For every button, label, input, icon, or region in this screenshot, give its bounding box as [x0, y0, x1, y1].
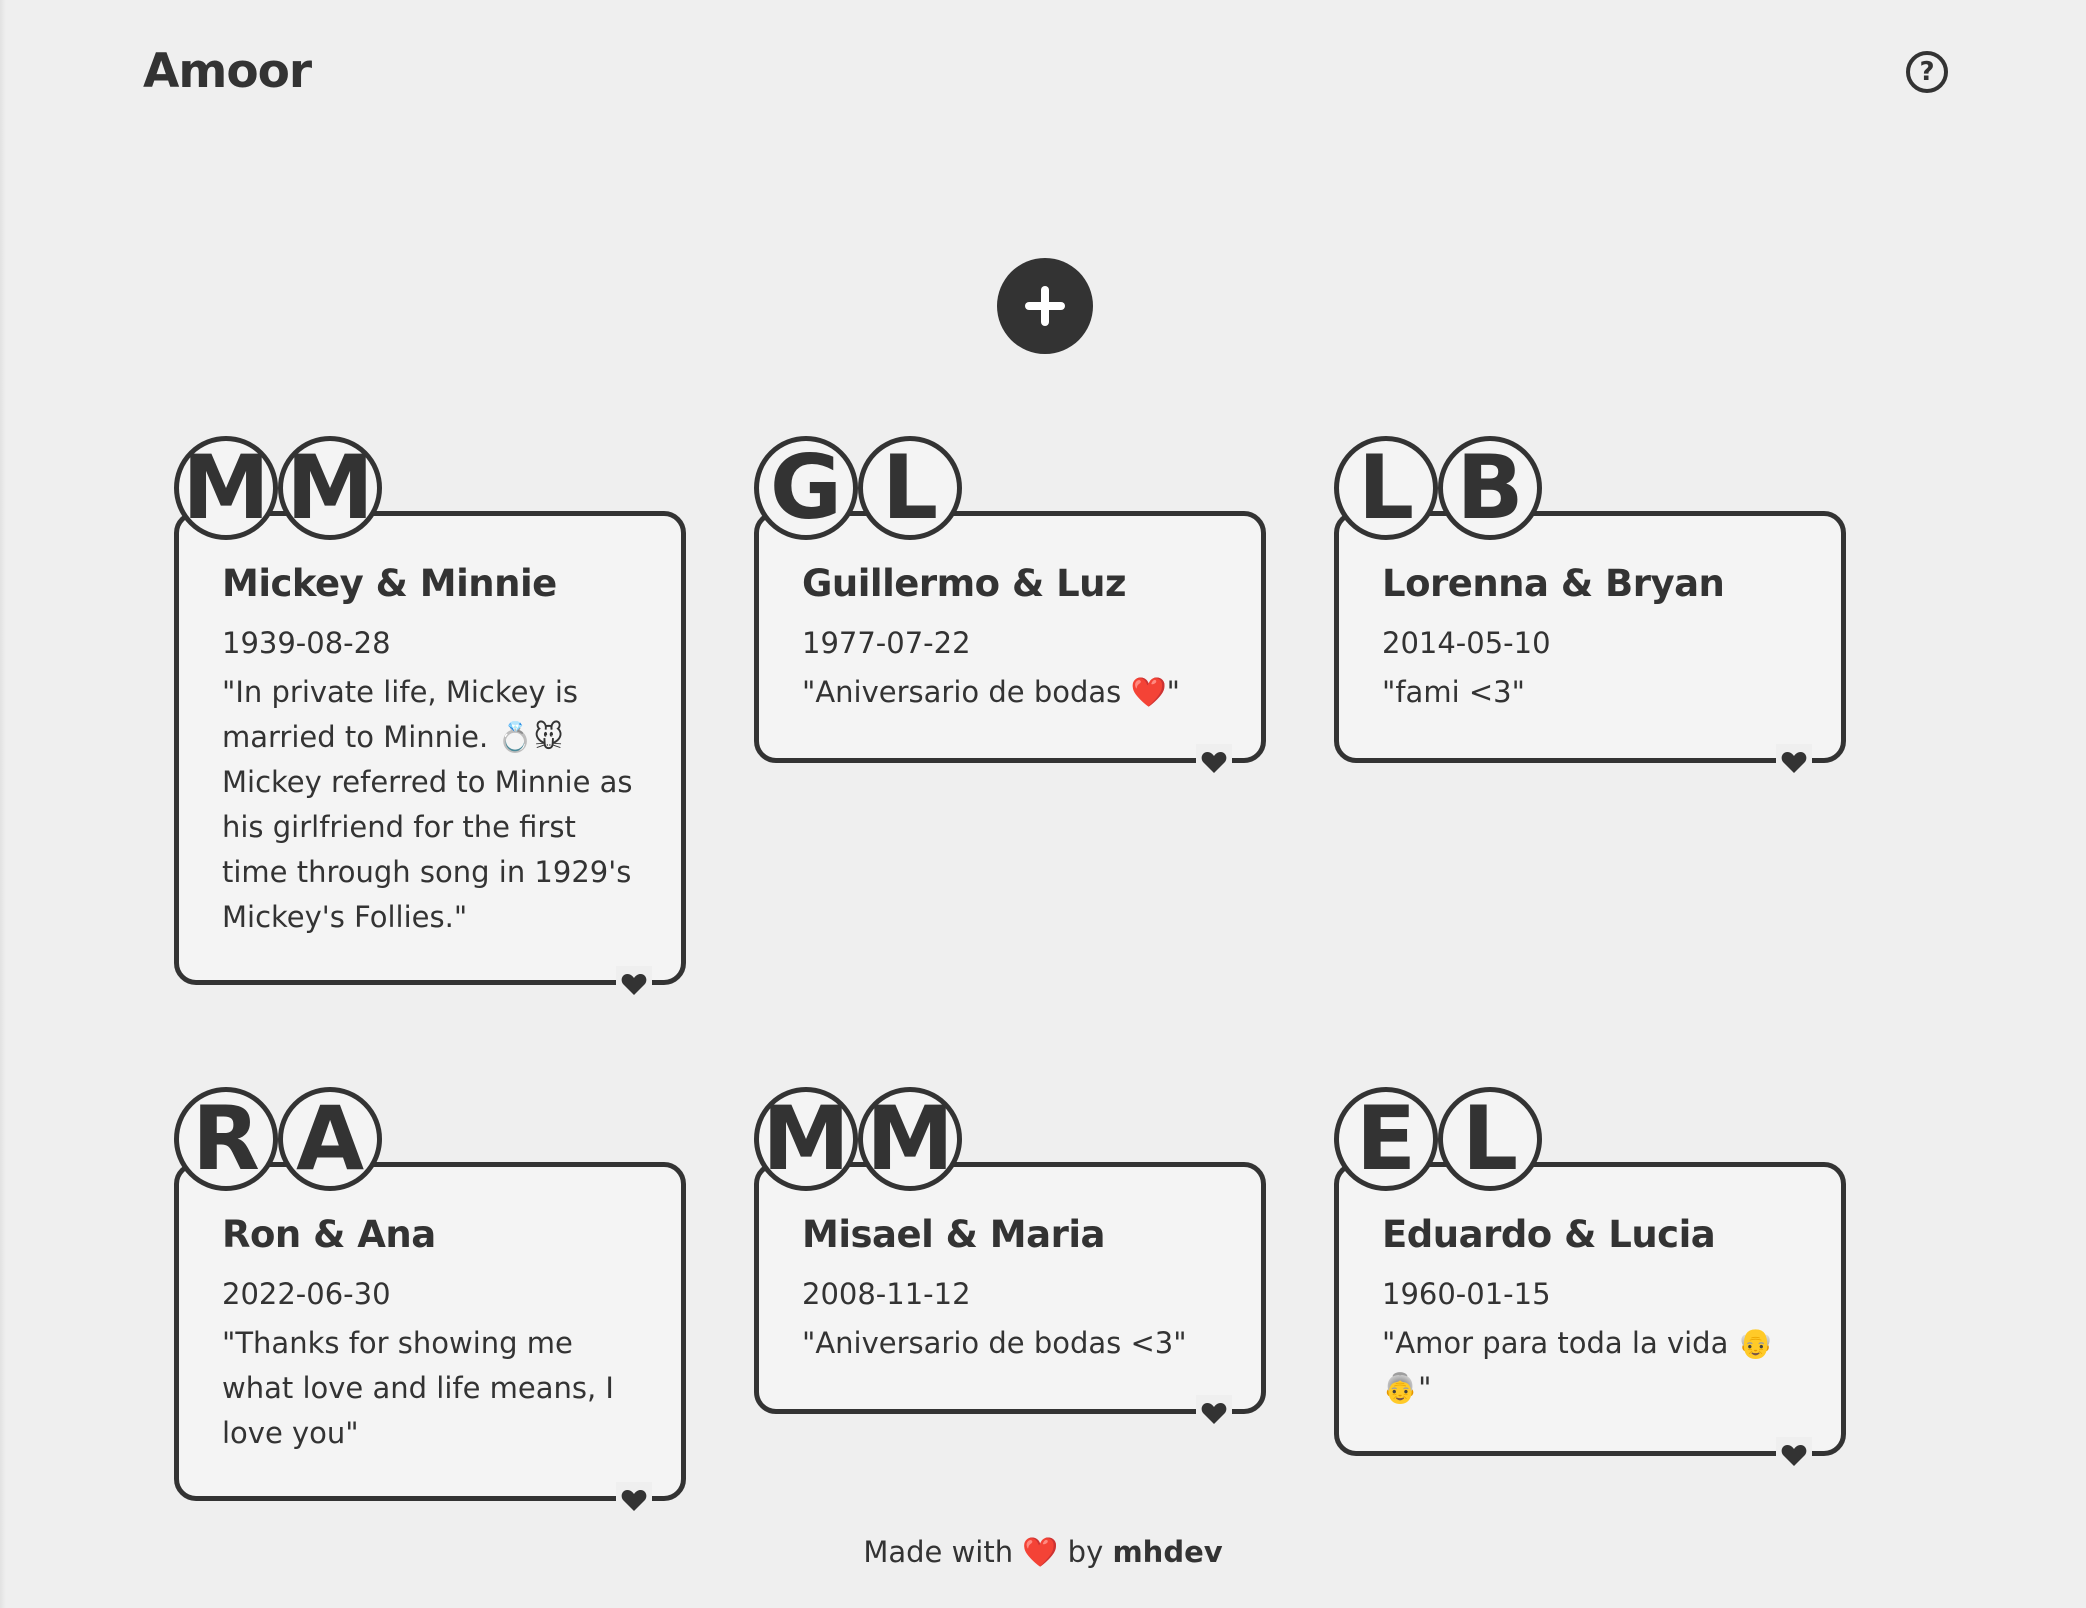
anniversary-date: 1977-07-22 [802, 626, 971, 661]
avatar-pair: G L [754, 436, 962, 540]
left-edge-shade [0, 0, 6, 1608]
anniversary-date: 2008-11-12 [802, 1277, 971, 1312]
couple-names: Lorenna & Bryan [1382, 562, 1725, 605]
avatar-pair: M M [754, 1087, 962, 1191]
couple-card[interactable]: M M Mickey & Minnie 1939-08-28 "In priva… [174, 436, 686, 1002]
anniversary-date: 1939-08-28 [222, 626, 391, 661]
help-icon: ? [1919, 57, 1935, 87]
couple-card[interactable]: E L Eduardo & Lucia 1960-01-15 "Amor par… [1334, 1087, 1846, 1473]
anniversary-date: 2022-06-30 [222, 1277, 391, 1312]
heart-icon [616, 965, 652, 1002]
avatar-pair: M M [174, 436, 382, 540]
couple-names: Misael & Maria [802, 1213, 1105, 1256]
couple-note: "Aniversario de bodas <3" [802, 1325, 1187, 1360]
anniversary-date: 1960-01-15 [1382, 1277, 1551, 1312]
couple-names: Eduardo & Lucia [1382, 1213, 1716, 1256]
couple-names: Guillermo & Luz [802, 562, 1127, 605]
avatar-initial: L [1334, 436, 1438, 540]
avatar-initial: B [1438, 436, 1542, 540]
avatar-initial: M [754, 1087, 858, 1191]
couple-card[interactable]: R A Ron & Ana 2022-06-30 "Thanks for sho… [174, 1087, 686, 1518]
footer: Made with ❤️ by mhdev [0, 1535, 2086, 1570]
couple-card[interactable]: G L Guillermo & Luz 1977-07-22 "Aniversa… [754, 436, 1266, 780]
couple-card[interactable]: L B Lorenna & Bryan 2014-05-10 "fami <3" [1334, 436, 1846, 780]
avatar-initial: M [278, 436, 382, 540]
footer-by: by [1067, 1535, 1104, 1569]
couple-note: "Amor para toda la vida 👴👵" [1382, 1325, 1774, 1405]
heart-icon [616, 1481, 652, 1518]
heart-icon [1196, 744, 1232, 780]
help-button[interactable]: ? [1906, 51, 1948, 93]
couple-note: "fami <3" [1382, 674, 1525, 709]
avatar-initial: A [278, 1087, 382, 1191]
avatar-initial: R [174, 1087, 278, 1191]
avatar-initial: L [858, 436, 962, 540]
avatar-pair: R A [174, 1087, 382, 1191]
avatar-pair: L B [1334, 436, 1542, 540]
heart-emoji: ❤️ [1022, 1535, 1059, 1569]
avatar-initial: L [1438, 1087, 1542, 1191]
author-link[interactable]: mhdev [1112, 1535, 1223, 1569]
couple-card[interactable]: M M Misael & Maria 2008-11-12 "Aniversar… [754, 1087, 1266, 1431]
anniversary-date: 2014-05-10 [1382, 626, 1551, 661]
heart-icon [1776, 744, 1812, 780]
avatar-initial: G [754, 436, 858, 540]
heart-icon [1196, 1395, 1232, 1431]
avatar-initial: M [174, 436, 278, 540]
couple-note: "Thanks for showing me what love and lif… [222, 1325, 614, 1450]
avatar-pair: E L [1334, 1087, 1542, 1191]
couple-note: "Aniversario de bodas ❤️" [802, 674, 1180, 709]
couple-names: Mickey & Minnie [222, 562, 557, 605]
heart-icon [1776, 1436, 1812, 1473]
avatar-initial: M [858, 1087, 962, 1191]
couple-names: Ron & Ana [222, 1213, 436, 1256]
add-couple-button[interactable] [997, 258, 1093, 354]
couple-note: "In private life, Mickey is married to M… [222, 674, 633, 934]
footer-prefix: Made with [863, 1535, 1014, 1569]
avatar-initial: E [1334, 1087, 1438, 1191]
plus-icon [1025, 286, 1065, 326]
app-title[interactable]: Amoor [143, 44, 312, 99]
